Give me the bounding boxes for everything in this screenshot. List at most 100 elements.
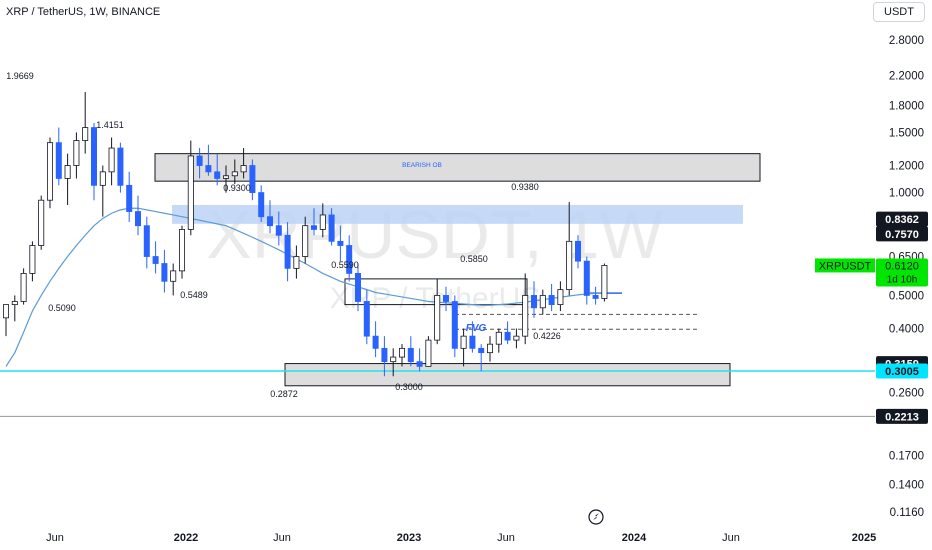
candle[interactable] xyxy=(557,281,564,312)
x-axis-label: 2024 xyxy=(622,532,647,544)
replay-icon[interactable] xyxy=(588,509,604,525)
candle[interactable] xyxy=(407,336,414,367)
candle[interactable] xyxy=(531,281,538,318)
candle-body xyxy=(486,343,493,354)
current-price-tag[interactable]: XRPUSDT 0.6120 1d 10h xyxy=(815,258,928,287)
candle[interactable] xyxy=(390,348,397,377)
candle[interactable] xyxy=(354,263,361,312)
candle[interactable] xyxy=(486,336,493,362)
candle[interactable] xyxy=(275,211,282,246)
price-tag[interactable]: 0.8362 xyxy=(876,211,928,227)
candle[interactable] xyxy=(20,268,27,305)
candle-body xyxy=(504,331,511,341)
candle[interactable] xyxy=(495,328,502,353)
candle[interactable] xyxy=(504,321,511,345)
candle[interactable] xyxy=(3,304,9,337)
price-tag-value: 0.2213 xyxy=(885,411,919,423)
candle[interactable] xyxy=(178,225,185,279)
candle[interactable] xyxy=(302,216,309,264)
candle[interactable] xyxy=(451,295,458,358)
candle-body xyxy=(557,289,564,306)
candle[interactable] xyxy=(222,165,229,193)
candle[interactable] xyxy=(266,200,273,234)
candle[interactable] xyxy=(381,336,388,377)
candle[interactable] xyxy=(240,148,247,179)
candle[interactable] xyxy=(64,153,71,205)
candle[interactable] xyxy=(170,263,177,296)
candle[interactable] xyxy=(337,225,344,262)
current-symbol-label: XRPUSDT xyxy=(819,260,872,272)
candle[interactable] xyxy=(55,127,62,186)
candle[interactable] xyxy=(583,256,590,305)
candle[interactable] xyxy=(398,344,405,367)
candle[interactable] xyxy=(566,202,573,296)
candle[interactable] xyxy=(249,159,256,201)
candle[interactable] xyxy=(91,122,98,201)
x-axis-label: Jun xyxy=(46,532,64,544)
candle[interactable] xyxy=(522,273,529,345)
price-tag[interactable]: 0.3005 xyxy=(876,363,928,379)
y-axis-label: 0.1160 xyxy=(890,507,924,519)
candle[interactable] xyxy=(99,165,106,217)
candle[interactable] xyxy=(187,140,194,236)
candle[interactable] xyxy=(363,289,370,345)
candle[interactable] xyxy=(460,328,467,367)
candle[interactable] xyxy=(539,289,546,315)
zone-label-bearish-ob: BEARISH OB xyxy=(402,162,442,169)
symbol-title[interactable]: XRP / TetherUS, 1W, BINANCE xyxy=(6,6,161,18)
candle[interactable] xyxy=(231,159,238,184)
candle[interactable] xyxy=(513,328,520,349)
candle-body xyxy=(143,225,150,257)
swing-label: 0.5590 xyxy=(331,260,359,270)
candle[interactable] xyxy=(469,321,476,353)
candle-body xyxy=(231,171,238,177)
candle-body xyxy=(583,260,590,296)
candle[interactable] xyxy=(478,344,485,372)
candle[interactable] xyxy=(434,278,441,345)
candle-body xyxy=(522,295,529,337)
candle[interactable] xyxy=(29,241,36,282)
swing-label: 0.9300 xyxy=(223,183,251,193)
candle[interactable] xyxy=(117,142,124,193)
candle[interactable] xyxy=(372,321,379,358)
candle[interactable] xyxy=(82,91,89,154)
candle[interactable] xyxy=(575,235,582,269)
candle[interactable] xyxy=(108,137,115,186)
candle[interactable] xyxy=(134,195,141,236)
candle[interactable] xyxy=(152,241,159,274)
candle-body xyxy=(363,301,370,337)
candle[interactable] xyxy=(205,144,212,176)
candle[interactable] xyxy=(73,132,80,179)
candle[interactable] xyxy=(196,148,203,179)
candle[interactable] xyxy=(11,295,18,322)
candle-body xyxy=(11,301,18,306)
candle[interactable] xyxy=(126,171,133,223)
currency-button[interactable]: USDT xyxy=(873,2,925,22)
candle[interactable] xyxy=(47,137,54,209)
candle[interactable] xyxy=(161,249,168,293)
price-tag[interactable]: 0.7570 xyxy=(876,226,928,242)
candle[interactable] xyxy=(328,208,335,246)
candle[interactable] xyxy=(258,185,265,223)
candle[interactable] xyxy=(214,153,221,186)
candle[interactable] xyxy=(293,245,300,279)
candle[interactable] xyxy=(346,235,353,282)
candle[interactable] xyxy=(442,286,449,312)
candle[interactable] xyxy=(143,216,150,269)
candle[interactable] xyxy=(284,222,291,282)
candle[interactable] xyxy=(425,336,432,367)
candle[interactable] xyxy=(416,348,423,372)
price-tag[interactable]: 0.2213 xyxy=(876,408,928,424)
candle[interactable] xyxy=(592,286,599,305)
candle-body xyxy=(161,263,168,282)
candle[interactable] xyxy=(319,203,326,238)
candle-body xyxy=(451,301,458,349)
y-axis-label: 2.8000 xyxy=(889,35,924,47)
candle[interactable] xyxy=(310,208,317,236)
candle-body xyxy=(205,165,212,173)
candle[interactable] xyxy=(38,195,45,250)
y-axis-label: 0.2600 xyxy=(889,387,924,399)
candle[interactable] xyxy=(548,284,555,312)
candle[interactable] xyxy=(601,263,608,302)
